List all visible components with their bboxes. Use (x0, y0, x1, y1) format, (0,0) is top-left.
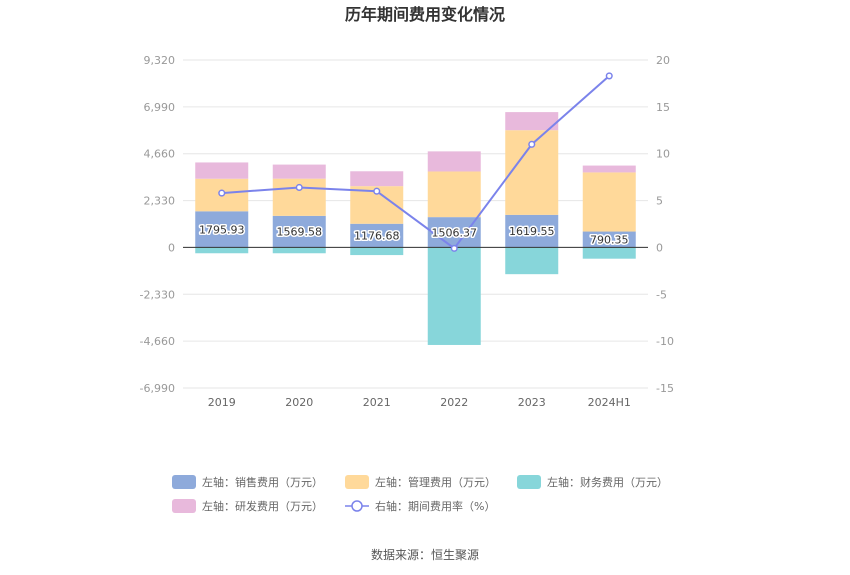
left-tick-label: -2,330 (140, 288, 175, 301)
legend-item-0[interactable]: 左轴：销售费用（万元） (172, 475, 323, 489)
left-axis: 9,320 6,990 4,660 2,330 0 -2,330 -4,660 -6,990 (140, 54, 175, 395)
right-tick-label: 10 (656, 148, 670, 161)
x-tick-label: 2019 (208, 396, 236, 409)
legend-swatch (172, 475, 196, 489)
legend-label: 左轴：管理费用（万元） (375, 475, 496, 489)
legend-label: 左轴：财务费用（万元） (547, 475, 668, 489)
data-label: 1795.93 (199, 223, 245, 236)
right-tick-label: -5 (656, 288, 667, 301)
right-tick-label: 20 (656, 54, 670, 67)
bar-segment-2 (505, 247, 559, 275)
bar-segment-3 (505, 112, 559, 131)
rate-line (221, 75, 610, 250)
grid-lines (183, 59, 648, 389)
left-tick-label: 9,320 (144, 54, 176, 67)
bar-segment-2 (582, 247, 636, 259)
legend-item-4[interactable]: 右轴：期间费用率（%） (345, 499, 495, 513)
bar-segment-3 (272, 164, 326, 179)
legend-label: 左轴：销售费用（万元） (202, 475, 323, 489)
bar-segment-3 (195, 162, 249, 179)
rate-point (450, 244, 458, 252)
right-tick-label: 5 (656, 195, 663, 208)
legend-item-3[interactable]: 左轴：研发费用（万元） (172, 499, 323, 513)
legend-label: 左轴：研发费用（万元） (202, 499, 323, 513)
x-tick-label: 2022 (440, 396, 468, 409)
bar-segment-0 (582, 231, 636, 248)
data-label: 790.35 (590, 233, 629, 246)
line-series (218, 72, 613, 252)
bar-segment-3 (582, 165, 636, 173)
legend-swatch (517, 475, 541, 489)
right-tick-label: 15 (656, 101, 670, 114)
bar-segment-0 (427, 217, 481, 248)
right-axis: 20 15 10 5 0 -5 -10 -15 (656, 54, 674, 395)
data-label: 1506.37 (432, 226, 478, 239)
rate-point (605, 72, 613, 80)
left-tick-label: 0 (168, 241, 175, 254)
data-labels: 1795.93 1569.58 1176.68 1506.37 1619.55 790.3… (198, 222, 631, 248)
rate-point (528, 140, 536, 148)
legend-label: 右轴：期间费用率（%） (375, 499, 495, 513)
right-tick-label: -10 (656, 335, 674, 348)
bar-segment-3 (427, 151, 481, 172)
x-tick-label: 2023 (518, 396, 546, 409)
bar-segment-2 (195, 247, 249, 254)
data-label: 1619.55 (509, 225, 555, 238)
x-tick-label: 2024H1 (588, 396, 631, 409)
source-note: 数据来源：恒生聚源 (371, 547, 479, 562)
left-tick-label: -4,660 (140, 335, 175, 348)
x-tick-label: 2021 (363, 396, 391, 409)
right-tick-label: -15 (656, 382, 674, 395)
left-tick-label: -6,990 (140, 382, 175, 395)
chart-title: 历年期间费用变化情况 (345, 5, 505, 24)
bar-segment-2 (350, 247, 404, 256)
bar-segment-1 (427, 171, 481, 218)
data-label: 1176.68 (354, 230, 400, 243)
left-tick-label: 6,990 (144, 101, 176, 114)
right-tick-label: 0 (656, 241, 663, 254)
rate-point (295, 183, 303, 192)
legend-line-marker (351, 500, 363, 512)
legend-swatch (172, 499, 196, 513)
bar-series (195, 112, 636, 345)
bar-segment-0 (505, 214, 559, 248)
x-tick-label: 2020 (285, 396, 313, 409)
rate-point (218, 189, 226, 197)
left-tick-label: 2,330 (144, 195, 176, 208)
x-axis: 2019 2020 2021 2022 2023 2024H1 (208, 396, 631, 409)
bar-segment-2 (272, 247, 326, 254)
legend[interactable]: 左轴：销售费用（万元） 左轴：管理费用（万元） 左轴：财务费用（万元） 左轴：研发费用… (172, 475, 668, 513)
legend-item-1[interactable]: 左轴：管理费用（万元） (345, 475, 496, 489)
bar-segment-0 (272, 215, 326, 248)
bar-segment-0 (195, 211, 249, 248)
bar-segment-3 (350, 171, 404, 187)
bar-segment-0 (350, 223, 404, 248)
bar-segment-2 (427, 247, 481, 345)
data-label: 1569.58 (277, 226, 323, 239)
legend-item-2[interactable]: 左轴：财务费用（万元） (517, 475, 668, 489)
bar-segment-1 (582, 172, 636, 232)
left-tick-label: 4,660 (144, 148, 176, 161)
rate-point (373, 187, 381, 195)
legend-swatch (345, 475, 369, 489)
